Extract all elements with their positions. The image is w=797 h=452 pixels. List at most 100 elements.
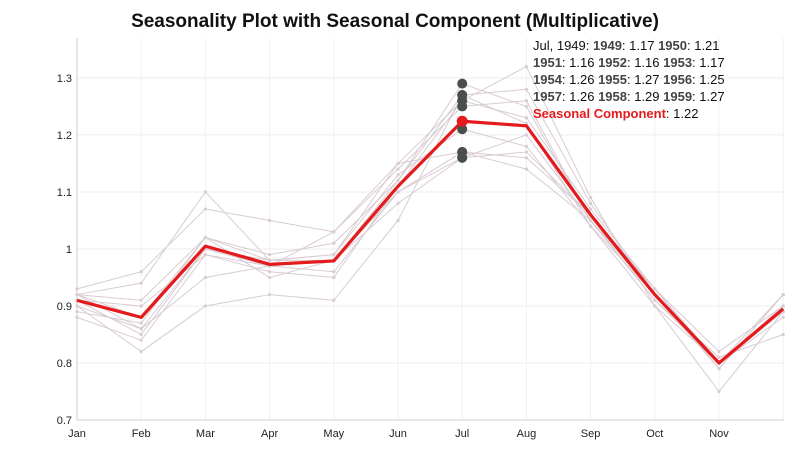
series-point <box>589 218 593 223</box>
series-point <box>203 275 207 280</box>
series-point <box>332 270 336 274</box>
x-tick-label: Aug <box>517 428 537 440</box>
series-point <box>332 241 336 245</box>
series-point <box>589 196 593 200</box>
series-point <box>717 355 721 359</box>
tooltip-year: 1957 <box>533 89 562 104</box>
tooltip-value: : 1.26 <box>562 72 598 87</box>
x-tick-label: Oct <box>646 428 663 440</box>
series-point <box>75 292 79 297</box>
series-line <box>76 94 784 364</box>
series-point <box>524 133 529 137</box>
series-point <box>139 327 143 331</box>
series-point <box>589 201 593 205</box>
tooltip-year: 1950 <box>658 38 687 53</box>
tooltip-year: 1952 <box>598 55 627 70</box>
tooltip-value: : 1.26 <box>562 89 598 104</box>
series-point <box>524 156 529 160</box>
series-point <box>203 190 207 194</box>
tooltip-value: : 1.21 <box>687 38 720 53</box>
series-point <box>139 304 143 308</box>
series-point <box>268 218 272 223</box>
series-point <box>203 253 207 257</box>
highlight-dot <box>457 90 468 101</box>
x-tick-label: Nov <box>709 428 729 440</box>
tooltip-value: : 1.17 <box>622 38 658 53</box>
series-point <box>396 190 400 194</box>
series-point <box>781 304 785 308</box>
series-point <box>396 178 400 183</box>
tooltip-value: : 1.25 <box>692 72 725 87</box>
series-point <box>524 116 529 120</box>
series-point <box>332 253 336 257</box>
series-point <box>524 64 529 69</box>
series-point <box>75 287 79 291</box>
series-point <box>139 321 143 325</box>
y-tick-label: 1.1 <box>57 187 72 199</box>
series-point <box>332 230 336 234</box>
tooltip-year: 1949 <box>593 38 622 53</box>
y-tick-label: 1.3 <box>57 73 72 85</box>
series-point <box>653 287 657 291</box>
series-point <box>781 315 785 319</box>
series-point <box>396 173 400 177</box>
series-point <box>203 235 207 240</box>
tooltip-value: : 1.29 <box>627 89 663 104</box>
x-tick-label: Jul <box>455 428 469 440</box>
x-tick-label: Mar <box>196 428 215 440</box>
series-point <box>653 304 657 308</box>
series-point <box>781 292 785 297</box>
series-line <box>76 134 784 364</box>
tooltip-year: 1959 <box>663 89 692 104</box>
series-point <box>781 332 785 337</box>
tooltip-row: 1954: 1.26 1955: 1.27 1956: 1.25 <box>533 72 725 87</box>
series-point <box>396 161 400 166</box>
series-line <box>76 100 784 364</box>
tooltip-year: 1953 <box>663 55 692 70</box>
tooltip-year: 1956 <box>663 72 692 87</box>
seasonal-component-line <box>76 119 785 365</box>
series-point <box>524 99 529 103</box>
series-point <box>139 270 143 274</box>
series-point <box>589 224 593 228</box>
seasonal-component <box>76 119 785 365</box>
series-point <box>396 201 400 205</box>
tooltip-year: 1958 <box>598 89 627 104</box>
series-point <box>524 150 529 154</box>
series-point <box>653 298 657 302</box>
series-point <box>524 144 529 148</box>
series-point <box>268 292 272 297</box>
series-point <box>139 349 143 354</box>
series-point <box>589 207 593 211</box>
x-tick-label: Sep <box>581 428 601 440</box>
tooltip-header: Jul, 1949: <box>533 38 593 53</box>
tooltip-year: 1951 <box>533 55 562 70</box>
series-point <box>268 275 272 280</box>
tooltip-value: : 1.16 <box>562 55 598 70</box>
tooltip-component-label: Seasonal Component <box>533 106 667 121</box>
series-line <box>76 128 784 364</box>
y-tick-label: 0.7 <box>57 415 72 427</box>
series-point <box>717 349 721 354</box>
series-point <box>332 275 336 280</box>
x-tick-label: Apr <box>261 428 278 440</box>
axes: 0.7 0.8 0.9 1 1.1 1.2 1.3 Jan Feb Mar Apr May Jun Jul… <box>57 38 784 440</box>
series-point <box>268 253 272 257</box>
series-point <box>717 367 721 371</box>
tooltip-component-row: Seasonal Component: 1.22 <box>533 106 698 121</box>
x-tick-label: Jun <box>389 428 407 440</box>
series-point <box>524 104 529 109</box>
highlight-dots <box>456 78 468 163</box>
tooltip-component-value: : 1.22 <box>666 106 699 121</box>
series-point <box>139 332 143 337</box>
series-point <box>268 258 272 262</box>
series-point <box>139 281 143 285</box>
y-tick-label: 1.2 <box>57 130 72 142</box>
series-point <box>203 207 207 211</box>
highlight-dot <box>457 147 468 158</box>
tooltip-year: 1954 <box>533 72 563 87</box>
tooltip-value: : 1.16 <box>627 55 663 70</box>
series-point <box>396 218 400 223</box>
